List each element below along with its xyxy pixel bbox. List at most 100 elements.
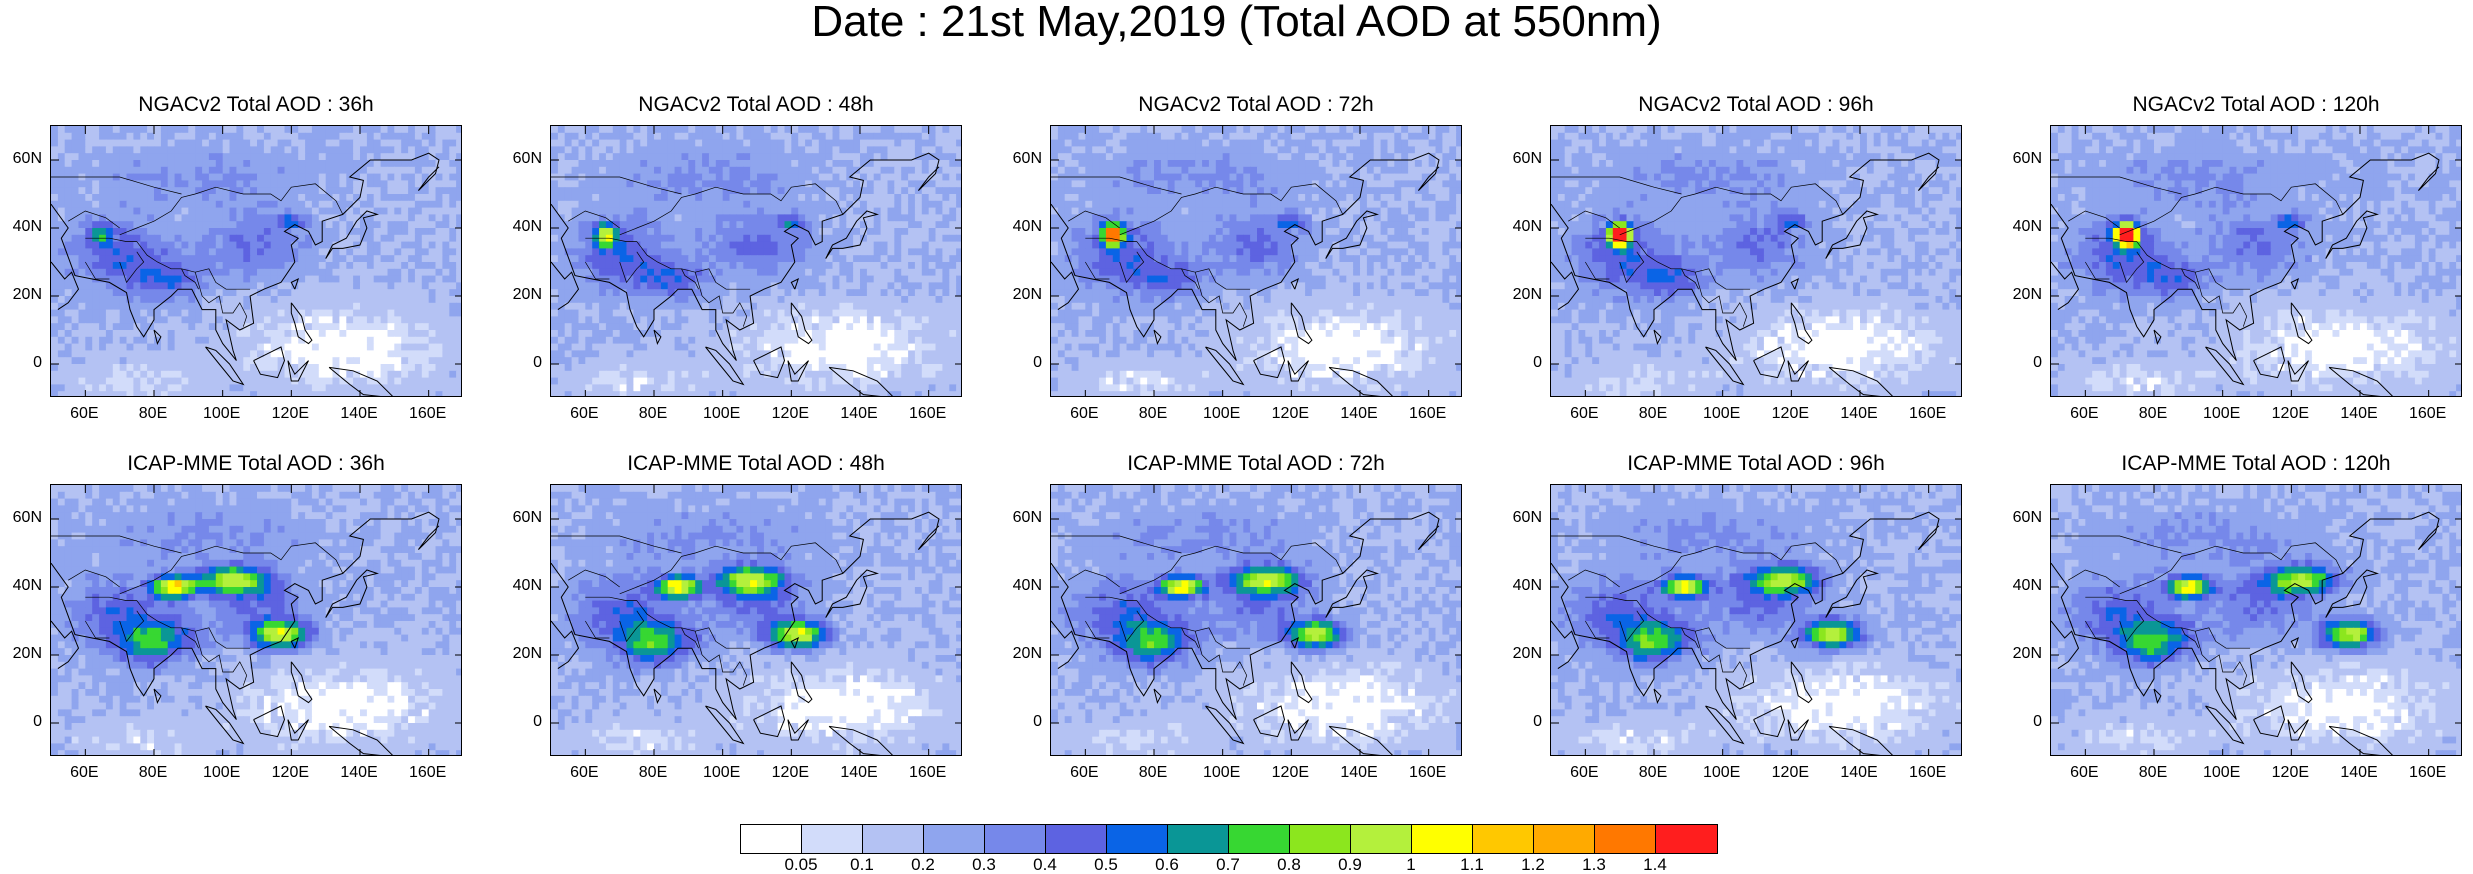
- y-tick-label: 60N: [1002, 509, 1042, 527]
- x-tick-label: 100E: [697, 405, 747, 423]
- colorbar-swatch: [1473, 825, 1534, 853]
- colorbar-label: 0.5: [1081, 856, 1131, 874]
- x-tick-label: 120E: [1765, 405, 1815, 423]
- y-tick-label: 40N: [2, 218, 42, 236]
- x-tick-label: 60E: [559, 405, 609, 423]
- x-tick-label: 80E: [1628, 405, 1678, 423]
- colorbar-label: 0.2: [898, 856, 948, 874]
- x-tick-label: 120E: [765, 405, 815, 423]
- aod-field-plot: [1051, 126, 1461, 396]
- y-tick-label: 20N: [2002, 645, 2042, 663]
- x-tick-label: 60E: [2059, 405, 2109, 423]
- panel-title: ICAP-MME Total AOD : 96h: [1627, 452, 1885, 476]
- aod-field-plot: [2051, 126, 2461, 396]
- colorbar-swatch: [1290, 825, 1351, 853]
- aod-colorbar: [740, 824, 1718, 854]
- panel-title: ICAP-MME Total AOD : 48h: [627, 452, 885, 476]
- x-tick-label: 100E: [197, 405, 247, 423]
- aod-map: [550, 125, 962, 397]
- colorbar-label: 0.6: [1142, 856, 1192, 874]
- x-tick-label: 160E: [403, 405, 453, 423]
- x-tick-label: 140E: [334, 405, 384, 423]
- colorbar-swatch: [1534, 825, 1595, 853]
- y-tick-label: 60N: [1002, 150, 1042, 168]
- x-tick-label: 120E: [765, 764, 815, 782]
- x-tick-label: 80E: [1128, 764, 1178, 782]
- y-tick-label: 40N: [502, 577, 542, 595]
- colorbar-swatch: [741, 825, 802, 853]
- y-tick-label: 40N: [1502, 218, 1542, 236]
- x-tick-label: 60E: [1559, 405, 1609, 423]
- x-tick-label: 160E: [903, 764, 953, 782]
- colorbar-label: 0.1: [837, 856, 887, 874]
- x-tick-label: 120E: [265, 764, 315, 782]
- x-tick-label: 140E: [1334, 764, 1384, 782]
- x-tick-label: 60E: [59, 405, 109, 423]
- x-tick-label: 160E: [1403, 764, 1453, 782]
- x-tick-label: 100E: [1697, 405, 1747, 423]
- x-tick-label: 120E: [2265, 764, 2315, 782]
- x-tick-label: 80E: [2128, 405, 2178, 423]
- x-tick-label: 100E: [1197, 405, 1247, 423]
- colorbar-swatch: [802, 825, 863, 853]
- aod-field-plot: [1551, 485, 1961, 755]
- x-tick-label: 60E: [1559, 764, 1609, 782]
- colorbar-label: 0.3: [959, 856, 1009, 874]
- x-tick-label: 120E: [265, 405, 315, 423]
- y-tick-label: 20N: [2002, 286, 2042, 304]
- panel-title: NGACv2 Total AOD : 120h: [2132, 93, 2379, 117]
- colorbar-swatch: [863, 825, 924, 853]
- panel-title: ICAP-MME Total AOD : 72h: [1127, 452, 1385, 476]
- aod-map: [550, 484, 962, 756]
- aod-field-plot: [2051, 485, 2461, 755]
- x-tick-label: 100E: [1197, 764, 1247, 782]
- aod-map: [2050, 484, 2462, 756]
- y-tick-label: 0: [502, 713, 542, 731]
- x-tick-label: 60E: [1059, 764, 1109, 782]
- y-tick-label: 20N: [502, 645, 542, 663]
- y-tick-label: 20N: [2, 286, 42, 304]
- y-tick-label: 20N: [1002, 645, 1042, 663]
- x-tick-label: 160E: [403, 764, 453, 782]
- y-tick-label: 0: [1002, 354, 1042, 372]
- x-tick-label: 140E: [834, 764, 884, 782]
- y-tick-label: 20N: [1502, 645, 1542, 663]
- aod-field-plot: [51, 485, 461, 755]
- y-tick-label: 20N: [502, 286, 542, 304]
- y-tick-label: 20N: [2, 645, 42, 663]
- x-tick-label: 100E: [2197, 405, 2247, 423]
- x-tick-label: 80E: [128, 405, 178, 423]
- y-tick-label: 0: [1502, 354, 1542, 372]
- x-tick-label: 100E: [697, 764, 747, 782]
- x-tick-label: 120E: [1765, 764, 1815, 782]
- colorbar-swatch: [924, 825, 985, 853]
- colorbar-label: 1.1: [1447, 856, 1497, 874]
- x-tick-label: 160E: [903, 405, 953, 423]
- colorbar-swatch: [1595, 825, 1656, 853]
- y-tick-label: 40N: [2, 577, 42, 595]
- y-tick-label: 0: [1002, 713, 1042, 731]
- x-tick-label: 160E: [2403, 764, 2453, 782]
- colorbar-swatch: [1351, 825, 1412, 853]
- x-tick-label: 80E: [1128, 405, 1178, 423]
- y-tick-label: 40N: [2002, 577, 2042, 595]
- panel-title: NGACv2 Total AOD : 72h: [1138, 93, 1373, 117]
- aod-map: [50, 484, 462, 756]
- y-tick-label: 60N: [2002, 150, 2042, 168]
- figure-title: Date : 21st May,2019 (Total AOD at 550nm…: [0, 0, 2473, 44]
- aod-map: [1550, 484, 1962, 756]
- aod-field-plot: [551, 485, 961, 755]
- y-tick-label: 0: [2002, 354, 2042, 372]
- y-tick-label: 40N: [2002, 218, 2042, 236]
- aod-field-plot: [1551, 126, 1961, 396]
- x-tick-label: 120E: [1265, 405, 1315, 423]
- aod-map: [1050, 484, 1462, 756]
- y-tick-label: 40N: [1502, 577, 1542, 595]
- y-tick-label: 0: [2002, 713, 2042, 731]
- x-tick-label: 160E: [1403, 405, 1453, 423]
- aod-map: [1550, 125, 1962, 397]
- y-tick-label: 60N: [2002, 509, 2042, 527]
- panel-title: NGACv2 Total AOD : 36h: [138, 93, 373, 117]
- x-tick-label: 80E: [628, 405, 678, 423]
- x-tick-label: 140E: [2334, 764, 2384, 782]
